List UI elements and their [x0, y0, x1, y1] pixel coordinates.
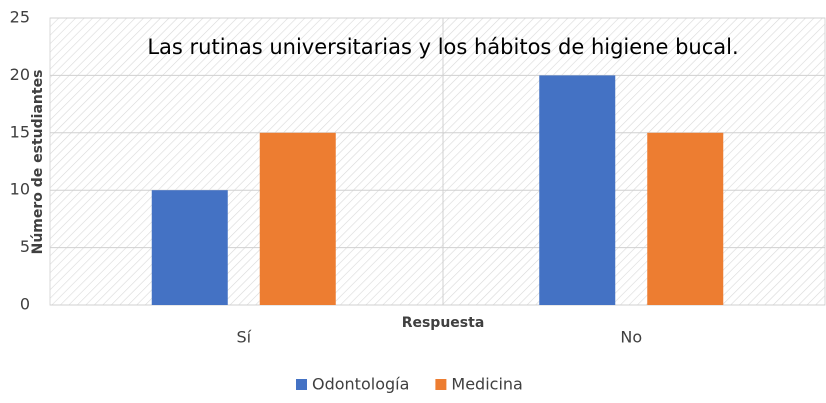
- y-tick-label: 0: [20, 295, 30, 314]
- x-axis-label: Respuesta: [402, 315, 485, 331]
- legend-swatch: [435, 379, 447, 390]
- y-tick-label: 10: [10, 180, 30, 199]
- y-axis-label: Número de estudiantes: [30, 70, 46, 255]
- legend-label: Odontología: [312, 375, 409, 394]
- chart-title: Las rutinas universitarias y los hábitos…: [147, 35, 738, 59]
- legend-swatch: [296, 379, 307, 390]
- y-tick-label: 15: [10, 122, 30, 141]
- bar: [647, 132, 724, 305]
- y-tick-label: 25: [10, 8, 30, 27]
- x-tick-label: Sí: [236, 328, 251, 347]
- legend-label: Medicina: [451, 375, 522, 394]
- bar: [539, 75, 616, 306]
- y-tick-label: 20: [10, 65, 30, 84]
- bar: [151, 190, 228, 305]
- x-tick-label: No: [620, 328, 642, 347]
- bar: [259, 132, 336, 305]
- y-tick-label: 5: [20, 237, 30, 256]
